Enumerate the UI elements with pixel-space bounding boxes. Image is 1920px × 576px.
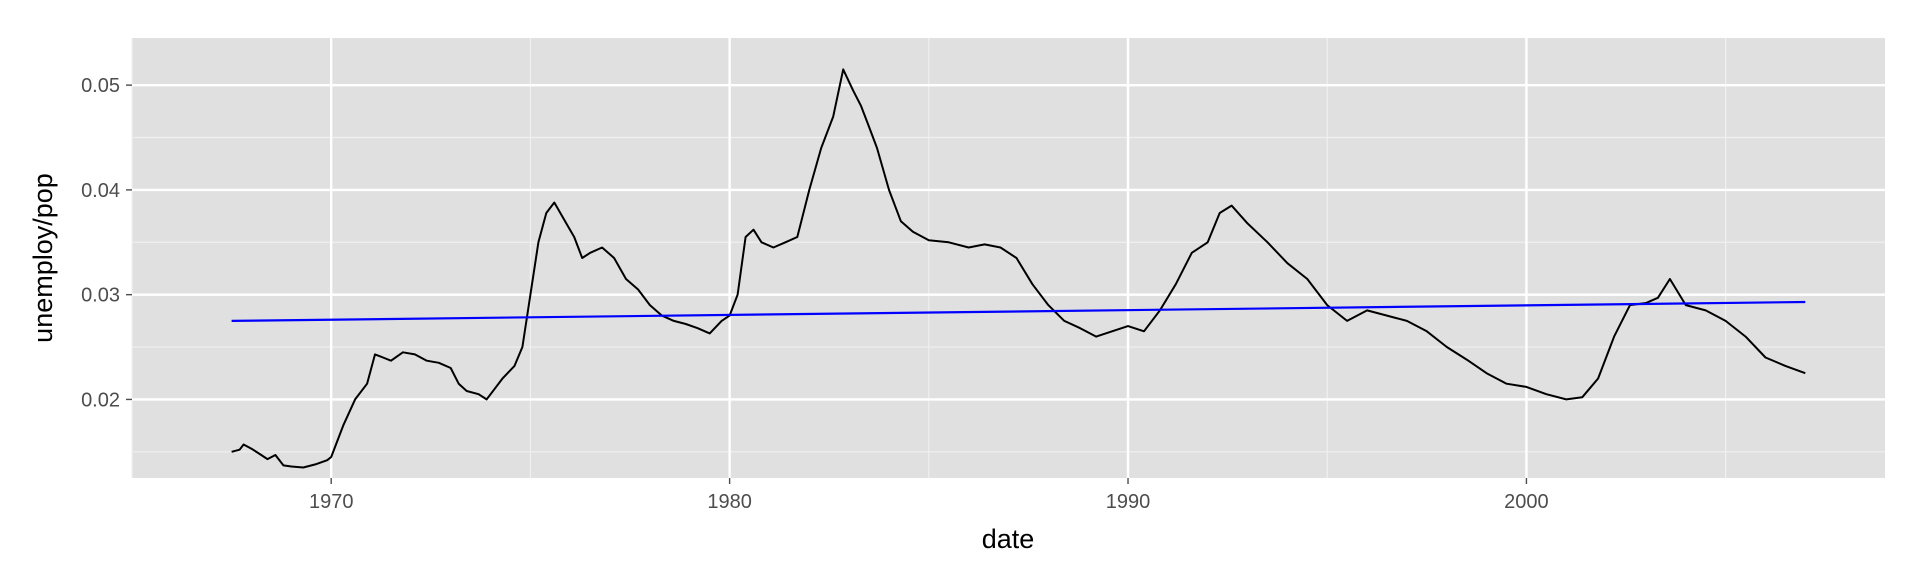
y-tick-label: 0.03 <box>81 285 120 307</box>
y-tick-label: 0.04 <box>81 180 120 202</box>
y-axis-ticks: 0.02 0.03 0.04 0.05 <box>81 75 132 411</box>
series-line <box>231 68 1806 469</box>
x-axis-title: date <box>982 524 1035 554</box>
y-tick-label: 0.05 <box>81 75 120 97</box>
x-tick-label: 2000 <box>1504 491 1549 513</box>
plot-panel <box>132 38 1885 478</box>
y-axis-title: unemploy/pop <box>28 173 58 343</box>
y-tick-label: 0.02 <box>81 389 120 411</box>
trend-line <box>231 300 1806 322</box>
x-axis-ticks: 1970 1980 1990 2000 <box>309 478 1549 513</box>
series-layer <box>231 68 1806 469</box>
major-gridlines <box>132 38 1885 478</box>
x-tick-label: 1970 <box>309 491 354 513</box>
x-tick-label: 1990 <box>1106 491 1151 513</box>
x-tick-label: 1980 <box>707 491 752 513</box>
minor-gridlines <box>131 38 1885 478</box>
